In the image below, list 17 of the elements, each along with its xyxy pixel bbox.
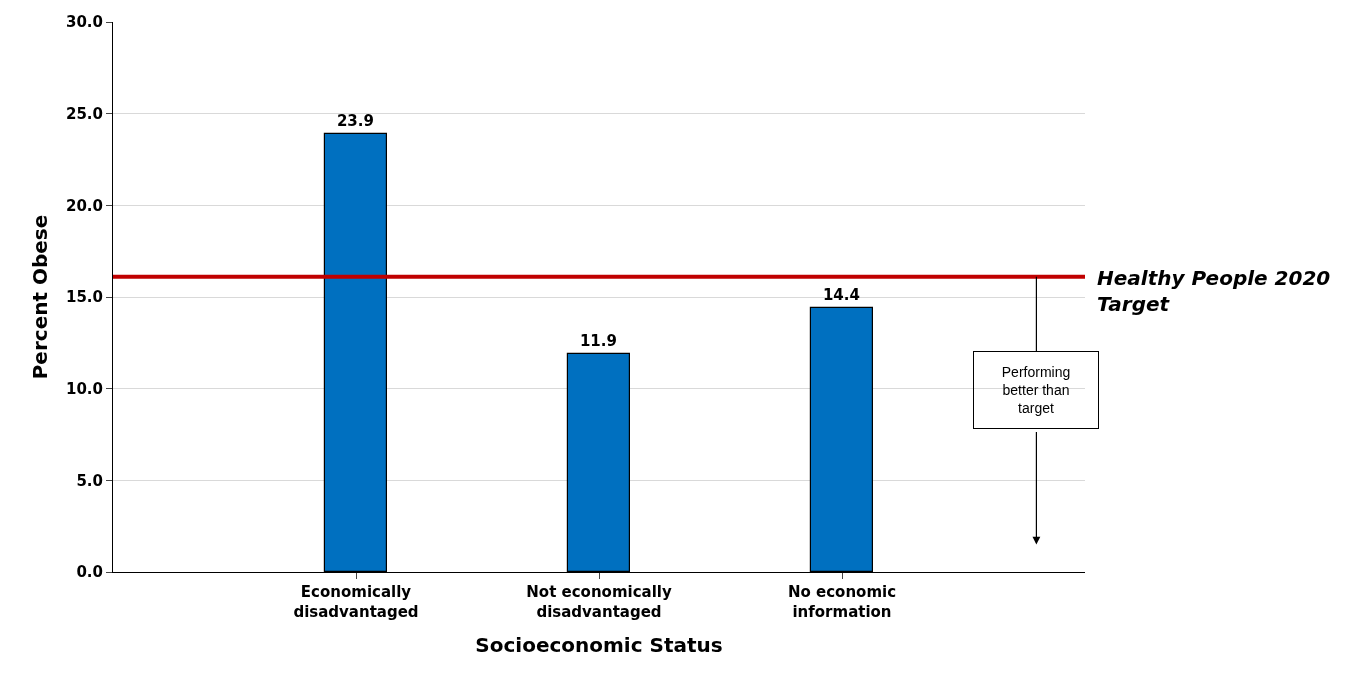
annotation: Performing better than target xyxy=(1001,364,1071,417)
y-tick-label: 20.0 xyxy=(65,196,103,215)
ref-line-label: Healthy People 2020 Target xyxy=(1097,266,1331,316)
data-label: 23.9 xyxy=(336,112,374,131)
data-label: 11.9 xyxy=(579,332,617,351)
y-tick-label: 15.0 xyxy=(65,288,103,307)
y-tick-label: 0.0 xyxy=(76,563,103,582)
data-label: 14.4 xyxy=(822,286,860,305)
x-tick-label: Not economically disadvantaged xyxy=(526,583,672,621)
y-axis-title: Percent Obese xyxy=(28,214,53,380)
y-tick-label: 5.0 xyxy=(76,471,103,490)
y-tick-label: 30.0 xyxy=(65,13,103,32)
x-axis-title: Socioeconomic Status xyxy=(475,633,723,657)
y-tick-label: 25.0 xyxy=(65,104,103,123)
y-tick-label: 10.0 xyxy=(65,379,103,398)
x-tick-label: Economically disadvantaged xyxy=(293,583,419,621)
x-tick-label: No economic information xyxy=(787,583,897,621)
